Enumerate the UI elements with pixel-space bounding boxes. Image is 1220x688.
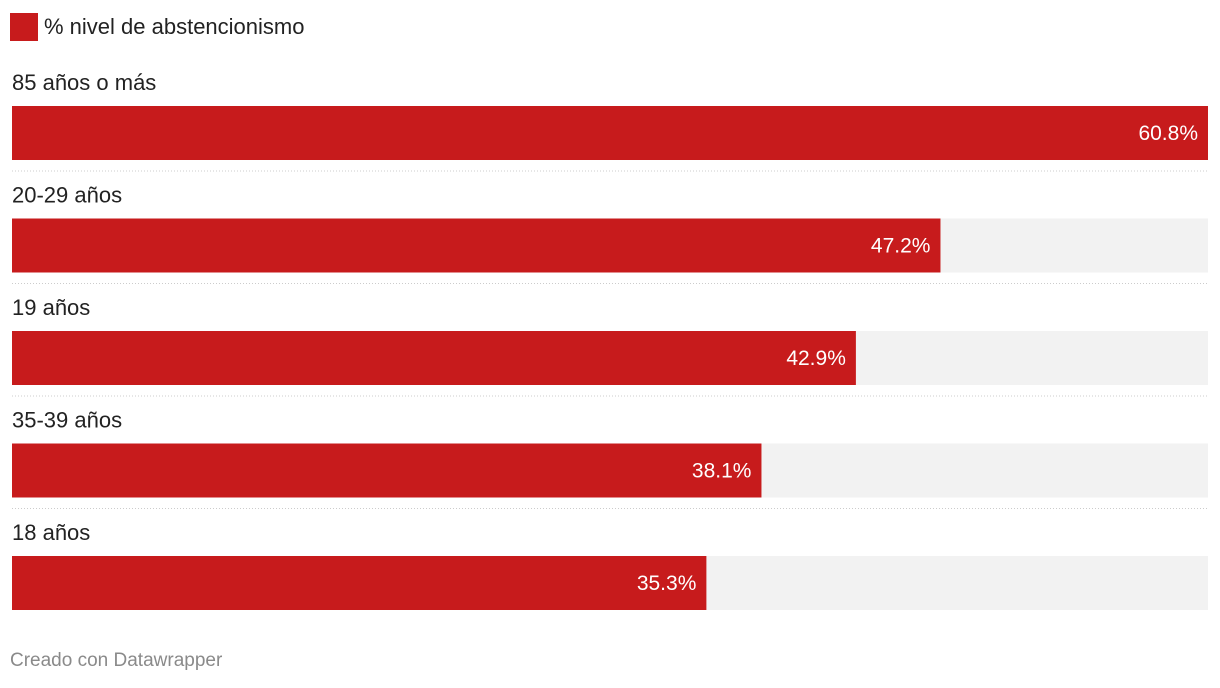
value-label: 35.3% xyxy=(637,572,697,595)
category-label: 85 años o más xyxy=(12,70,156,95)
bar[interactable] xyxy=(12,218,941,273)
value-label: 38.1% xyxy=(692,460,752,483)
category-label: 35-39 años xyxy=(12,408,122,433)
bar-chart: 85 años o más 60.8% 20-29 años 47.2% 19 años… xyxy=(12,70,1208,610)
value-label: 47.2% xyxy=(871,235,931,258)
bar[interactable] xyxy=(12,331,856,385)
value-label: 60.8% xyxy=(1138,122,1198,145)
category-label: 18 años xyxy=(12,520,90,545)
legend: % nivel de abstencionismo xyxy=(10,12,304,42)
bar[interactable] xyxy=(12,443,762,498)
bar[interactable] xyxy=(12,556,707,610)
footer-credit[interactable]: Creado con Datawrapper xyxy=(10,650,223,671)
bar[interactable] xyxy=(12,106,1208,160)
value-label: 42.9% xyxy=(786,347,846,370)
legend-label: % nivel de abstencionismo xyxy=(44,14,305,39)
category-label: 20-29 años xyxy=(12,183,122,208)
legend-swatch xyxy=(10,13,38,41)
category-label: 19 años xyxy=(12,295,90,320)
